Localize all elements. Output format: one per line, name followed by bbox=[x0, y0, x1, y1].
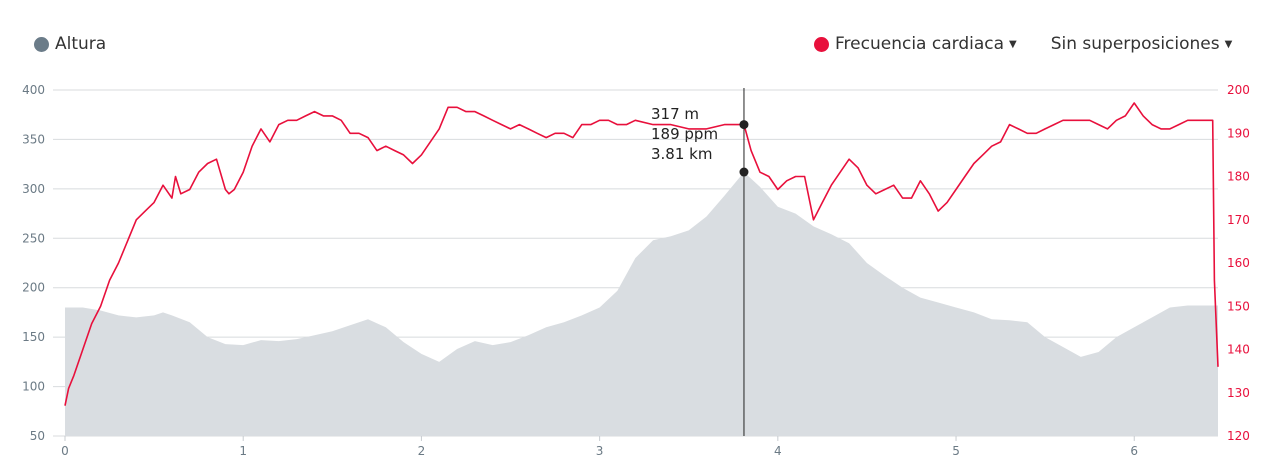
tooltip-elevation: 317 m bbox=[651, 105, 699, 123]
right-axis-tick-label: 140 bbox=[1227, 343, 1250, 357]
right-axis-tick-label: 190 bbox=[1227, 126, 1250, 140]
right-axis-tick-label: 120 bbox=[1227, 429, 1250, 443]
left-axis-tick-label: 50 bbox=[30, 429, 45, 443]
elevation-legend-label: Altura bbox=[55, 34, 107, 54]
left-axis-tick-label: 350 bbox=[22, 132, 45, 146]
chevron-down-icon: ▼ bbox=[1224, 38, 1233, 50]
heart-rate-line bbox=[64, 102, 1219, 406]
cursor-tooltip: 317 m 189 ppm 3.81 km bbox=[651, 105, 718, 163]
right-axis-tick-label: 200 bbox=[1227, 83, 1250, 97]
right-axis-ticks: 200 190 180 170 160 150 140 130 120 bbox=[1227, 83, 1250, 443]
heart-rate-legend-label: Frecuencia cardiaca bbox=[835, 34, 1005, 54]
left-axis-tick-label: 250 bbox=[22, 231, 45, 245]
x-axis-tick-label: 0 bbox=[61, 444, 69, 458]
x-axis-tick-label: 5 bbox=[952, 444, 960, 458]
tooltip-heart-rate: 189 ppm bbox=[651, 125, 718, 143]
cursor-elevation-marker bbox=[739, 167, 749, 177]
chevron-down-icon: ▼ bbox=[1009, 38, 1017, 50]
right-axis-tick-label: 170 bbox=[1227, 213, 1250, 227]
left-axis-tick-label: 200 bbox=[22, 281, 45, 295]
right-axis-tick-label: 160 bbox=[1227, 256, 1250, 270]
legend-elevation[interactable]: Altura bbox=[34, 30, 106, 58]
left-axis-tick-label: 300 bbox=[22, 182, 45, 196]
elevation-legend-dot bbox=[34, 36, 49, 52]
x-axis-tick-label: 2 bbox=[418, 444, 426, 458]
heart-rate-dropdown[interactable]: Frecuencia cardiaca ▼ bbox=[814, 34, 1017, 54]
left-axis-tick-label: 100 bbox=[22, 380, 45, 394]
left-axis-tick-label: 150 bbox=[22, 330, 45, 344]
x-axis-tick-label: 3 bbox=[596, 444, 604, 458]
cursor-heart-rate-marker bbox=[739, 120, 749, 130]
overlay-dropdown[interactable]: Sin superposiciones ▼ bbox=[1051, 34, 1233, 54]
x-axis-tick-label: 1 bbox=[239, 444, 247, 458]
x-axis-ticks: 0 1 2 3 4 5 6 bbox=[61, 436, 1138, 458]
left-axis-tick-label: 400 bbox=[22, 83, 45, 97]
right-axis-tick-label: 150 bbox=[1227, 299, 1250, 313]
elevation-area bbox=[65, 172, 1218, 436]
heart-rate-legend-dot bbox=[814, 36, 829, 52]
overlay-dropdown-label: Sin superposiciones bbox=[1050, 34, 1220, 54]
right-axis-tick-label: 180 bbox=[1227, 170, 1250, 184]
tooltip-distance: 3.81 km bbox=[651, 145, 712, 163]
left-axis-ticks: 400 350 300 250 200 150 100 50 bbox=[22, 83, 45, 443]
x-axis-tick-label: 4 bbox=[774, 444, 782, 458]
right-axis-tick-label: 130 bbox=[1227, 386, 1250, 400]
legend-right-controls: Frecuencia cardiaca ▼ Sin superposicione… bbox=[814, 30, 1232, 58]
x-axis-tick-label: 6 bbox=[1130, 444, 1138, 458]
